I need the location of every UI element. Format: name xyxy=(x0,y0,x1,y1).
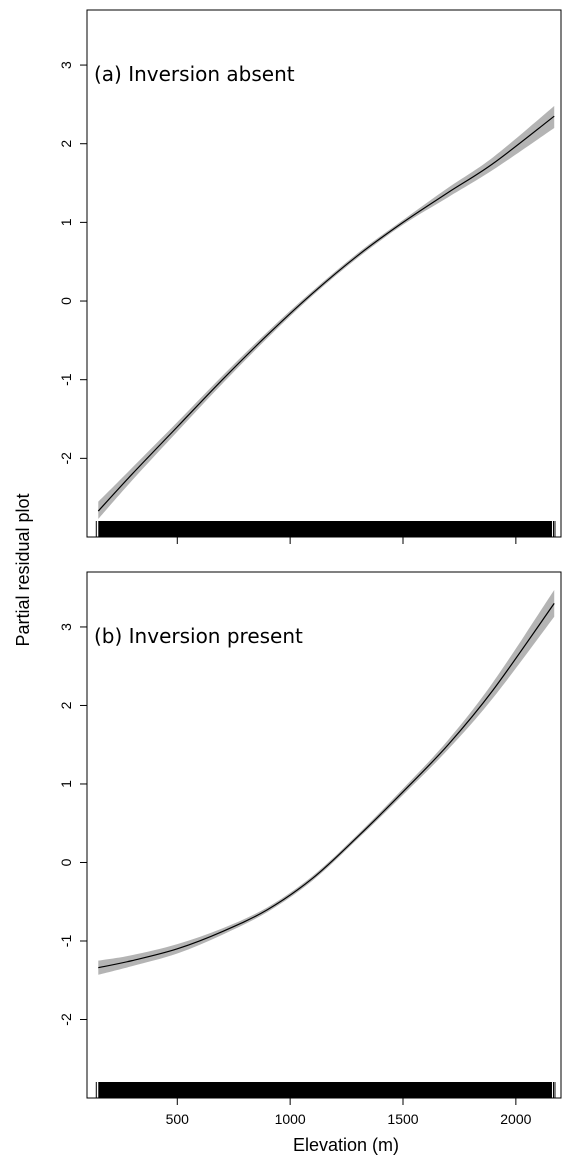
panel-b-ytick-label: -1 xyxy=(58,935,74,948)
panel-a-ytick-label: -1 xyxy=(58,373,74,386)
y-axis-title: Partial residual plot xyxy=(13,493,33,646)
panel-b-ytick-label: -2 xyxy=(58,1013,74,1026)
panel-a-ytick-label: 3 xyxy=(58,61,74,69)
panel-b-xtick-label: 1000 xyxy=(275,1111,306,1127)
panel-b: -2 -1 0 1 2 3 500 1000 1500 2000 (b) Inversion pre… xyxy=(58,571,562,1127)
panel-b-ytick-label: 2 xyxy=(58,701,74,709)
panel-b-xtick-label: 500 xyxy=(166,1111,190,1127)
panel-b-rug xyxy=(98,1082,552,1098)
x-axis-title: Elevation (m) xyxy=(293,1135,399,1155)
panel-b-ytick-label: 1 xyxy=(58,780,74,788)
panel-a-fit-line xyxy=(97,115,555,512)
panel-b-ytick-label: 3 xyxy=(58,623,74,631)
panel-b-xtick-label: 2000 xyxy=(500,1111,531,1127)
panel-b-frame xyxy=(86,571,562,1099)
panel-a-ytick-label: 0 xyxy=(58,297,74,305)
panel-a-ytick-label: -2 xyxy=(58,452,74,465)
panel-a-ci-band xyxy=(98,105,555,519)
panel-a-label: (a) Inversion absent xyxy=(94,62,295,86)
panel-b-fit-line xyxy=(98,603,555,969)
panel-a: -2 -1 0 1 2 3 (a) Inversion absent xyxy=(58,9,562,544)
panel-a-ytick-label: 1 xyxy=(58,218,74,226)
panel-a-ytick-label: 2 xyxy=(58,140,74,148)
panel-a-rug xyxy=(98,521,552,537)
panel-a-frame xyxy=(86,9,562,538)
panel-b-label: (b) Inversion present xyxy=(94,624,303,648)
panel-b-ytick-label: 0 xyxy=(58,858,74,866)
panel-b-xtick-label: 1500 xyxy=(387,1111,418,1127)
